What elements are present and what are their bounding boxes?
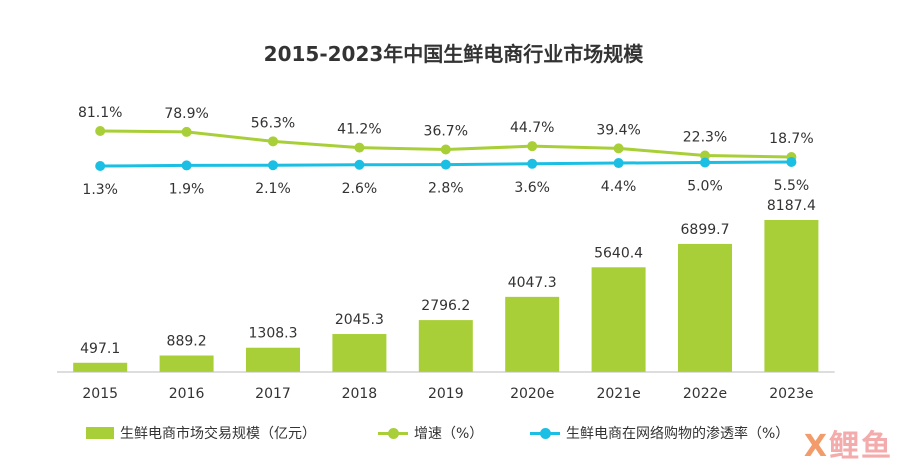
growth-label-2020e: 44.7% <box>510 120 554 136</box>
bar-2016 <box>159 355 214 372</box>
penetration-label-2019: 2.8% <box>428 181 464 197</box>
growth-point-2017 <box>268 136 278 147</box>
penetration-point-2016 <box>181 160 192 171</box>
penetration-point-2020e <box>527 158 538 169</box>
penetration-point-2018 <box>354 159 365 170</box>
bar-2019 <box>418 320 473 372</box>
legend: 生鲜电商市场交易规模（亿元） 增速（%） 生鲜电商在网络购物的渗透率（%） <box>0 418 907 448</box>
growth-point-2020e <box>527 141 538 152</box>
bar-2020e <box>505 296 560 372</box>
chart-title: 2015-2023年中国生鲜电商行业市场规模 <box>263 42 644 66</box>
bar-2018 <box>332 334 387 372</box>
bar-2021e <box>591 267 646 372</box>
legend-label-volume: 生鲜电商市场交易规模（亿元） <box>120 426 316 442</box>
growth-label-2023e: 18.7% <box>769 131 813 147</box>
growth-point-2016 <box>181 126 192 137</box>
bar-label-2023e: 8187.4 <box>767 198 816 214</box>
growth-label-2022e: 22.3% <box>683 130 727 146</box>
penetration-point-2015 <box>95 161 106 171</box>
legend-item-growth[interactable]: 增速（%） <box>378 418 483 448</box>
x-tick-label-2021e: 2021e <box>596 386 640 402</box>
x-tick-label-2017: 2017 <box>255 386 291 402</box>
bar-label-2021e: 5640.4 <box>594 245 643 261</box>
bar-label-2018: 2045.3 <box>335 312 384 328</box>
legend-swatch-volume <box>86 427 114 439</box>
penetration-point-2023e <box>786 157 797 167</box>
legend-item-penetration[interactable]: 生鲜电商在网络购物的渗透率（%） <box>530 418 789 448</box>
growth-point-2019 <box>440 144 451 155</box>
growth-label-2021e: 39.4% <box>596 122 640 138</box>
growth-label-2017: 56.3% <box>251 115 295 131</box>
penetration-label-2016: 1.9% <box>169 181 205 197</box>
x-tick-label-2019: 2019 <box>428 386 464 402</box>
growth-point-2021e <box>613 143 624 154</box>
growth-label-2015: 81.1% <box>78 105 122 121</box>
penetration-label-2018: 2.6% <box>342 181 378 197</box>
x-tick-label-2023e: 2023e <box>769 386 813 402</box>
watermark-logo: X鲤鱼 <box>803 429 893 464</box>
x-tick-label-2015: 2015 <box>82 386 118 402</box>
penetration-point-2021e <box>613 158 624 169</box>
legend-swatch-penetration <box>530 427 560 439</box>
penetration-point-2019 <box>440 159 451 170</box>
x-tick-label-2020e: 2020e <box>510 386 554 402</box>
penetration-label-2017: 2.1% <box>255 181 291 197</box>
penetration-point-2017 <box>268 160 278 171</box>
bar-label-2020e: 4047.3 <box>508 275 557 291</box>
x-tick-label-2022e: 2022e <box>683 386 727 402</box>
legend-label-penetration: 生鲜电商在网络购物的渗透率（%） <box>566 426 790 442</box>
growth-label-2018: 41.2% <box>337 122 381 138</box>
bar-label-2017: 1308.3 <box>249 326 298 342</box>
penetration-label-2023e: 5.5% <box>774 178 810 194</box>
legend-label-growth: 增速（%） <box>414 426 484 442</box>
growth-label-2016: 78.9% <box>164 106 208 122</box>
legend-item-volume[interactable]: 生鲜电商市场交易规模（亿元） <box>86 418 316 448</box>
bar-2022e <box>678 243 732 372</box>
legend-swatch-growth <box>378 427 408 439</box>
growth-point-2018 <box>354 142 365 153</box>
x-tick-label-2016: 2016 <box>169 386 205 402</box>
bar-label-2022e: 6899.7 <box>681 222 730 238</box>
bar-label-2019: 2796.2 <box>421 298 470 314</box>
penetration-label-2021e: 4.4% <box>601 179 637 195</box>
penetration-label-2022e: 5.0% <box>687 178 723 194</box>
growth-point-2015 <box>95 126 106 136</box>
penetration-point-2022e <box>700 157 710 168</box>
penetration-label-2015: 1.3% <box>82 182 118 198</box>
growth-label-2019: 36.7% <box>424 124 468 140</box>
bar-2023e <box>764 220 819 372</box>
growth-point-2022e <box>700 150 710 161</box>
bar-label-2016: 889.2 <box>167 333 207 349</box>
bar-label-2015: 497.1 <box>80 341 120 357</box>
bar-2015 <box>73 362 128 372</box>
x-tick-label-2018: 2018 <box>342 386 378 402</box>
penetration-label-2020e: 3.6% <box>514 180 550 196</box>
bar-2017 <box>246 347 300 372</box>
